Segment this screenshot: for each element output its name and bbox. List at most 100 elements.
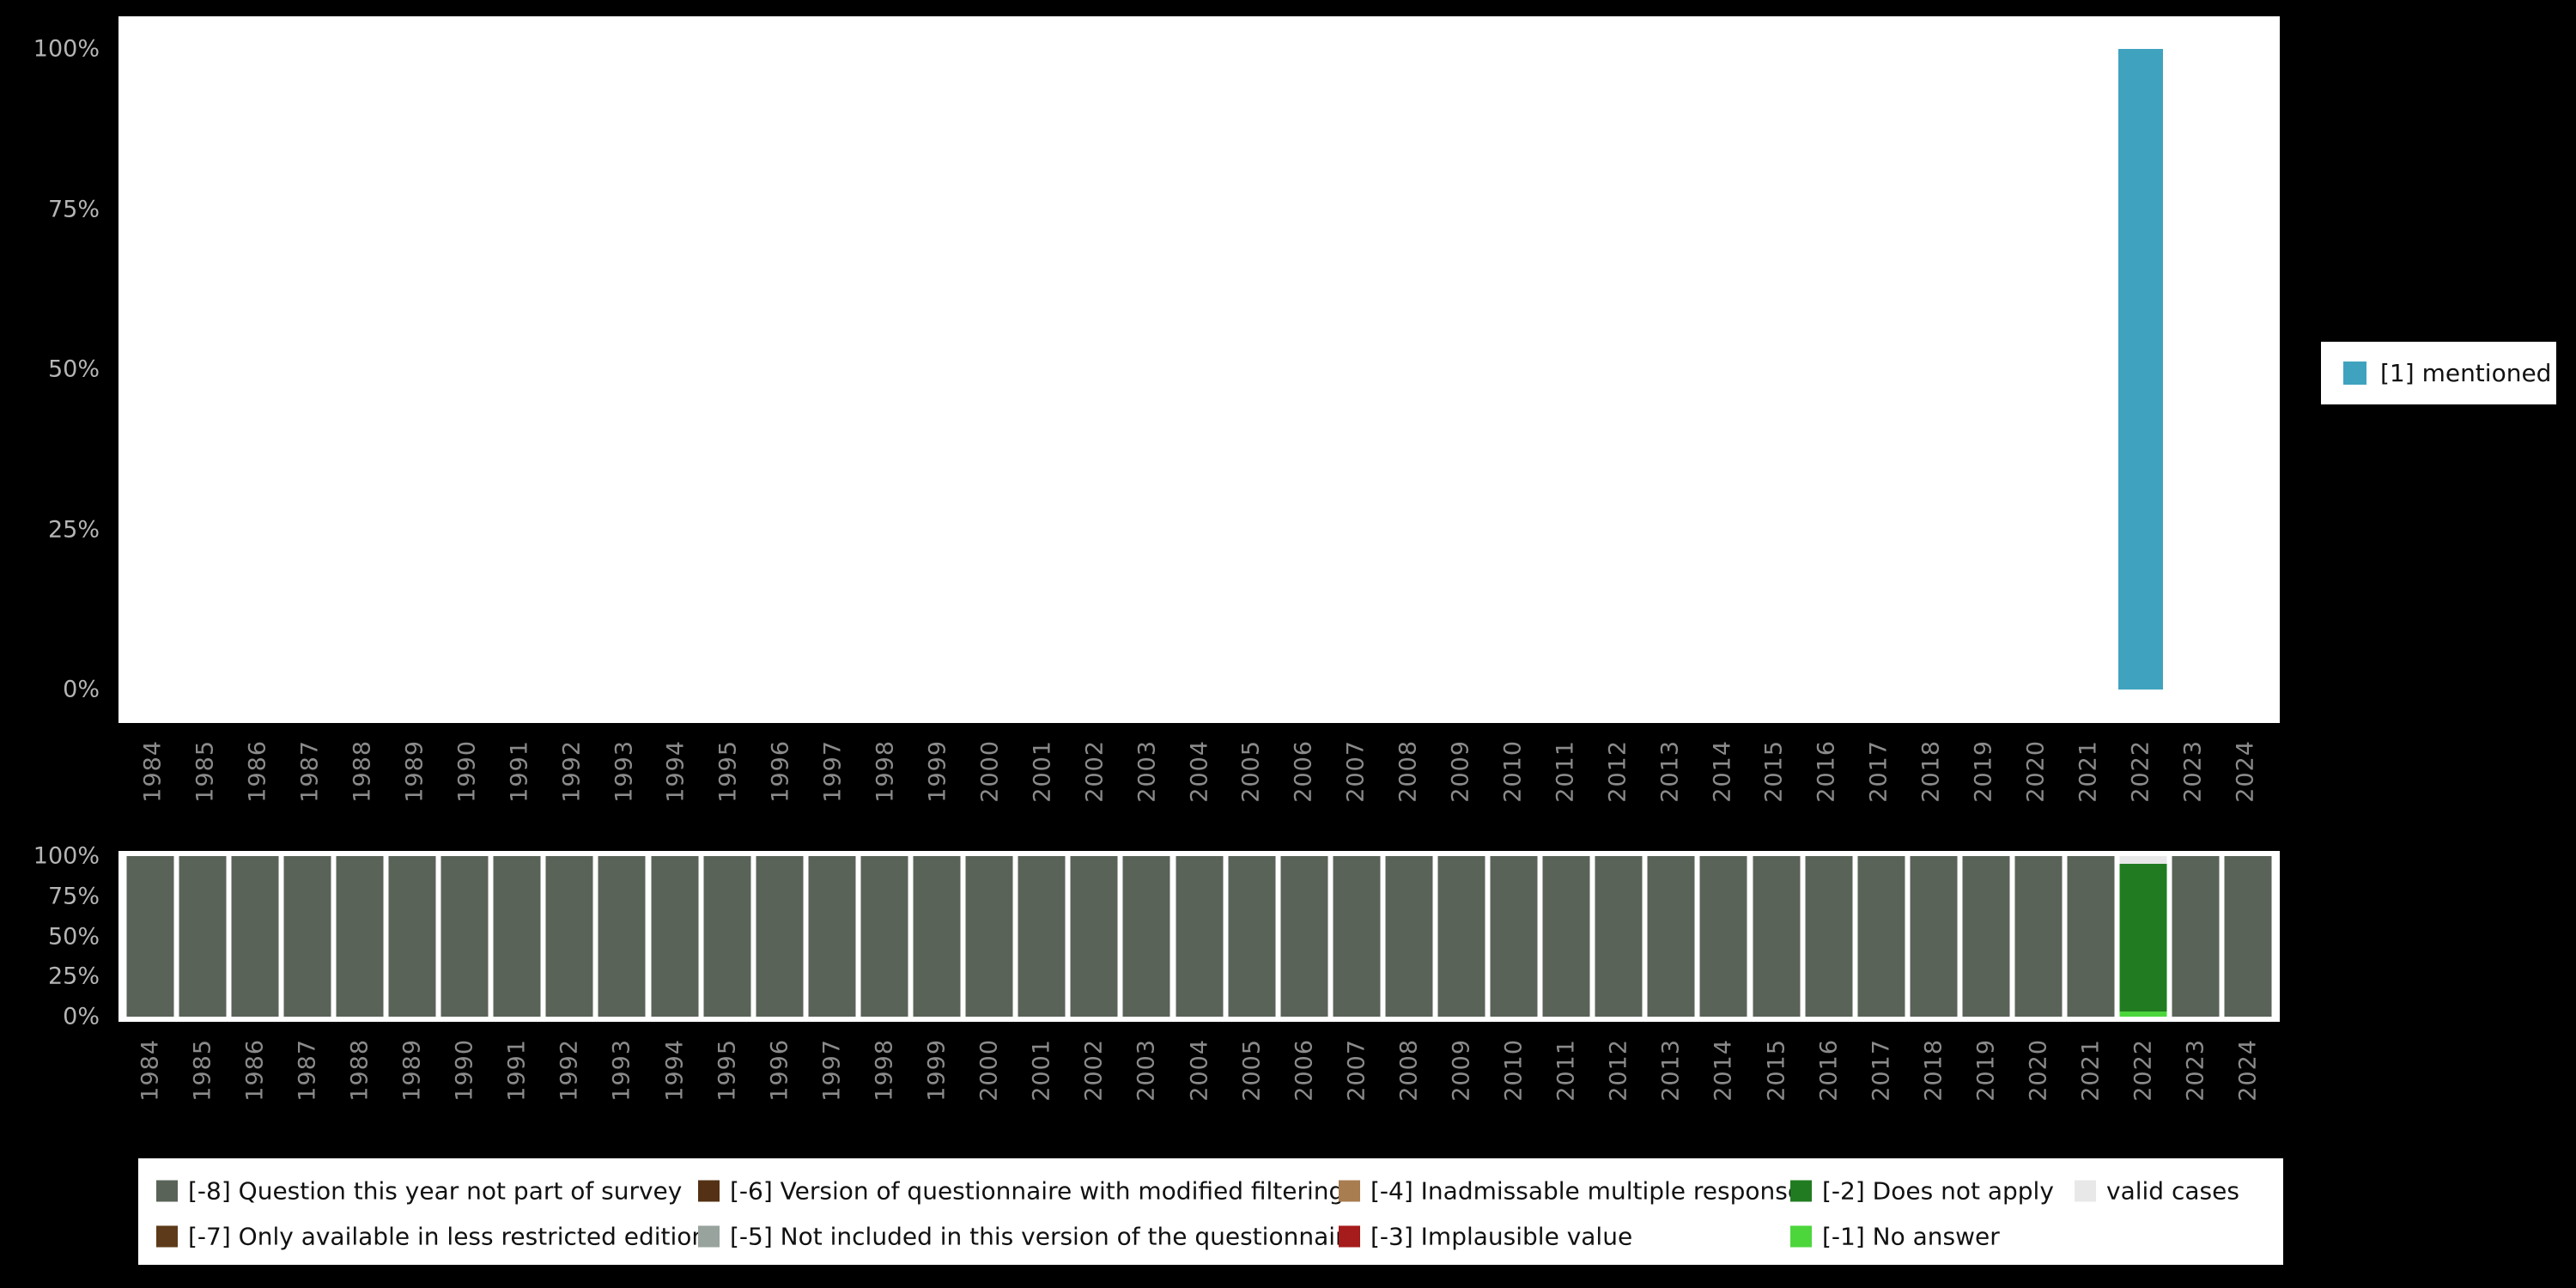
x-tick-label: 2013	[1658, 740, 1681, 803]
x-tick-label: 2004	[1188, 1039, 1211, 1102]
legend-label: [-1] No answer	[1822, 1223, 2000, 1251]
bar-segment	[1857, 856, 1905, 1017]
bar-segment	[126, 856, 173, 1017]
bar-segment	[598, 856, 646, 1017]
x-tick-label: 1994	[665, 740, 688, 803]
x-tick-label: 2009	[1449, 740, 1473, 803]
x-tick-label: 2007	[1345, 1039, 1368, 1102]
bar-segment	[179, 856, 226, 1017]
x-tick-label: 1988	[351, 740, 374, 803]
x-tick-label: 2018	[1922, 1039, 1945, 1102]
legend-swatch	[1790, 1226, 1812, 1248]
x-tick-label: 1987	[295, 1039, 319, 1102]
bar-segment	[441, 856, 489, 1017]
x-tick-label: 2001	[1030, 740, 1054, 803]
bar-segment	[546, 856, 593, 1017]
bar-segment	[231, 856, 278, 1017]
x-tick-label: 1986	[243, 1039, 266, 1102]
x-tick-label: 1998	[874, 740, 897, 803]
legend-swatch	[698, 1181, 720, 1202]
x-tick-label: 1999	[926, 1039, 949, 1102]
y-tick-label: 75%	[48, 197, 100, 221]
x-tick-label: 2019	[1974, 1039, 1997, 1102]
y-tick-label: 25%	[48, 965, 100, 988]
x-tick-label: 1988	[348, 1039, 371, 1102]
x-tick-label: 1991	[506, 1039, 529, 1102]
bar-segment	[966, 856, 1013, 1017]
x-tick-label: 2018	[1920, 740, 1943, 803]
x-tick-label: 1989	[403, 740, 426, 803]
x-tick-label: 1995	[715, 1039, 738, 1102]
x-tick-label: 1992	[560, 740, 583, 803]
x-tick-label: 2023	[2181, 740, 2204, 803]
x-tick-label: 1993	[611, 1039, 634, 1102]
legend-item: [-1] No answer	[1790, 1223, 2000, 1251]
y-tick-label: 100%	[33, 845, 100, 868]
x-tick-label: 2012	[1606, 740, 1629, 803]
y-tick-label: 100%	[33, 38, 100, 61]
top-chart-panel	[118, 16, 2280, 723]
legend-item: [-8] Question this year not part of surv…	[156, 1177, 682, 1206]
x-tick-label: 1996	[769, 740, 793, 803]
x-tick-label: 2024	[2237, 1039, 2260, 1102]
x-tick-label: 2021	[2080, 1039, 2103, 1102]
bar-segment	[2068, 856, 2115, 1017]
legend-label: [-2] Does not apply	[1822, 1177, 2054, 1206]
bar-segment	[1437, 856, 1485, 1017]
bar-segment	[283, 856, 331, 1017]
x-tick-label: 2009	[1449, 1039, 1473, 1102]
y-tick-label: 75%	[48, 884, 100, 908]
legend-swatch	[1339, 1226, 1360, 1248]
bar-segment	[1228, 856, 1275, 1017]
bottom-chart-panel	[118, 851, 2280, 1022]
x-tick-label: 2006	[1292, 740, 1315, 803]
x-tick-label: 1998	[872, 1039, 896, 1102]
bar-segment	[2118, 49, 2163, 690]
x-tick-label: 2017	[1869, 1039, 1893, 1102]
x-tick-label: 1990	[455, 740, 478, 803]
x-tick-label: 1994	[663, 1039, 686, 1102]
x-tick-label: 2017	[1868, 740, 1891, 803]
bottom-chart-plot-area	[124, 856, 2275, 1017]
bar-segment	[2120, 864, 2167, 1012]
x-tick-label: 2004	[1188, 740, 1211, 803]
x-tick-label: 2015	[1765, 1039, 1788, 1102]
x-tick-label: 1992	[558, 1039, 581, 1102]
legend-label: [-8] Question this year not part of surv…	[188, 1177, 682, 1206]
bar-segment	[336, 856, 383, 1017]
x-tick-label: 2007	[1345, 740, 1368, 803]
x-tick-label: 1989	[401, 1039, 424, 1102]
legend-label: valid cases	[2106, 1177, 2239, 1206]
bar-segment	[1176, 856, 1223, 1017]
legend-swatch	[2075, 1181, 2096, 1202]
bar-segment	[703, 856, 750, 1017]
y-tick-label: 50%	[48, 358, 100, 381]
x-tick-label: 2022	[2132, 1039, 2155, 1102]
y-tick-label: 25%	[48, 518, 100, 541]
bar-segment	[860, 856, 908, 1017]
missing-values-legend: [-8] Question this year not part of surv…	[138, 1158, 2283, 1265]
legend-item: [-5] Not included in this version of the…	[698, 1223, 1359, 1251]
top-chart-legend: [1] mentioned	[2321, 342, 2556, 404]
bottom-chart-y-axis: 0%25%50%75%100%	[0, 856, 112, 1017]
legend-label: [-6] Version of questionnaire with modif…	[730, 1177, 1344, 1206]
legend-label: [-5] Not included in this version of the…	[730, 1223, 1359, 1251]
bar-segment	[2120, 856, 2167, 864]
x-tick-label: 2022	[2129, 740, 2152, 803]
x-tick-label: 1986	[246, 740, 270, 803]
legend-label: [-7] Only available in less restricted e…	[188, 1223, 707, 1251]
bar-segment	[1595, 856, 1643, 1017]
x-tick-label: 1987	[299, 740, 322, 803]
x-tick-label: 1996	[768, 1039, 791, 1102]
x-tick-label: 2005	[1240, 740, 1263, 803]
x-tick-label: 2000	[978, 740, 1001, 803]
x-tick-label: 1995	[717, 740, 740, 803]
bar-segment	[1962, 856, 2009, 1017]
mentioned-legend-swatch	[2343, 361, 2366, 385]
x-tick-label: 2013	[1660, 1039, 1683, 1102]
top-chart-plot-area	[127, 49, 2271, 690]
x-tick-label: 2020	[2027, 1039, 2050, 1102]
legend-swatch	[156, 1226, 178, 1248]
x-tick-label: 1997	[822, 740, 845, 803]
bar-segment	[2120, 1012, 2167, 1017]
